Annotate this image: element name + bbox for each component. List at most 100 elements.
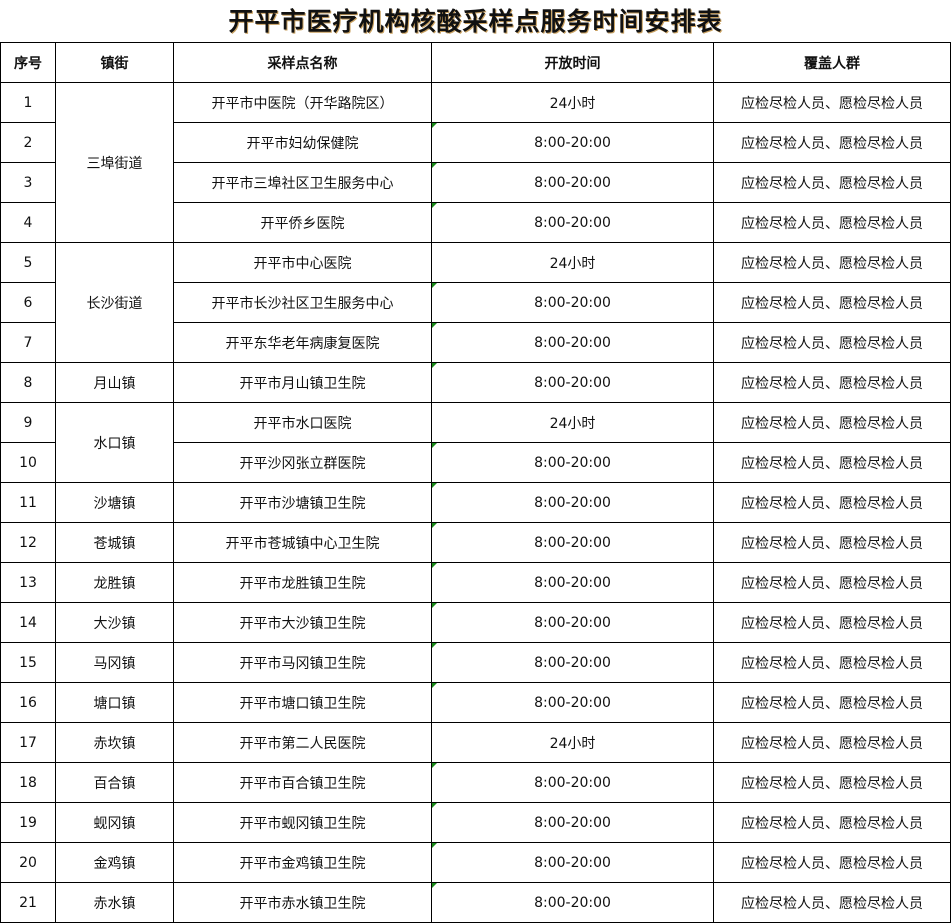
cell-no[interactable]: 1 bbox=[0, 82, 56, 123]
cell-town[interactable]: 龙胜镇 bbox=[55, 562, 174, 603]
cell-time[interactable]: 8:00-20:00 bbox=[431, 562, 714, 603]
cell-time[interactable]: 24小时 bbox=[431, 722, 714, 763]
cell-people[interactable]: 应检尽检人员、愿检尽检人员 bbox=[713, 722, 951, 763]
cell-town[interactable]: 水口镇 bbox=[55, 402, 174, 483]
cell-people[interactable]: 应检尽检人员、愿检尽检人员 bbox=[713, 602, 951, 643]
cell-time[interactable]: 8:00-20:00 bbox=[431, 642, 714, 683]
cell-time[interactable]: 24小时 bbox=[431, 82, 714, 123]
cell-site[interactable]: 开平市中医院（开华路院区） bbox=[173, 82, 432, 123]
cell-no[interactable]: 4 bbox=[0, 202, 56, 243]
cell-site[interactable]: 开平市水口医院 bbox=[173, 402, 432, 443]
cell-town[interactable]: 大沙镇 bbox=[55, 602, 174, 643]
cell-time[interactable]: 8:00-20:00 bbox=[431, 682, 714, 723]
cell-town[interactable]: 苍城镇 bbox=[55, 522, 174, 563]
cell-no[interactable]: 3 bbox=[0, 162, 56, 203]
cell-people[interactable]: 应检尽检人员、愿检尽检人员 bbox=[713, 362, 951, 403]
cell-time[interactable]: 8:00-20:00 bbox=[431, 522, 714, 563]
cell-time[interactable]: 8:00-20:00 bbox=[431, 882, 714, 923]
cell-people[interactable]: 应检尽检人员、愿检尽检人员 bbox=[713, 122, 951, 163]
cell-site[interactable]: 开平市塘口镇卫生院 bbox=[173, 682, 432, 723]
cell-site[interactable]: 开平市赤水镇卫生院 bbox=[173, 882, 432, 923]
cell-site[interactable]: 开平市长沙社区卫生服务中心 bbox=[173, 282, 432, 323]
cell-town[interactable]: 长沙街道 bbox=[55, 242, 174, 363]
cell-time[interactable]: 8:00-20:00 bbox=[431, 162, 714, 203]
cell-site[interactable]: 开平市蚬冈镇卫生院 bbox=[173, 802, 432, 843]
cell-site[interactable]: 开平市中心医院 bbox=[173, 242, 432, 283]
header-people[interactable]: 覆盖人群 bbox=[713, 42, 951, 83]
cell-site[interactable]: 开平市苍城镇中心卫生院 bbox=[173, 522, 432, 563]
cell-town[interactable]: 赤坎镇 bbox=[55, 722, 174, 763]
cell-no[interactable]: 10 bbox=[0, 442, 56, 483]
cell-time[interactable]: 8:00-20:00 bbox=[431, 602, 714, 643]
cell-people[interactable]: 应检尽检人员、愿检尽检人员 bbox=[713, 562, 951, 603]
header-time[interactable]: 开放时间 bbox=[431, 42, 714, 83]
cell-site[interactable]: 开平市百合镇卫生院 bbox=[173, 762, 432, 803]
cell-site[interactable]: 开平市金鸡镇卫生院 bbox=[173, 842, 432, 883]
cell-site[interactable]: 开平市三埠社区卫生服务中心 bbox=[173, 162, 432, 203]
cell-no[interactable]: 2 bbox=[0, 122, 56, 163]
cell-no[interactable]: 6 bbox=[0, 282, 56, 323]
cell-people[interactable]: 应检尽检人员、愿检尽检人员 bbox=[713, 802, 951, 843]
cell-time[interactable]: 8:00-20:00 bbox=[431, 802, 714, 843]
cell-no[interactable]: 14 bbox=[0, 602, 56, 643]
cell-site[interactable]: 开平市妇幼保健院 bbox=[173, 122, 432, 163]
cell-people[interactable]: 应检尽检人员、愿检尽检人员 bbox=[713, 282, 951, 323]
cell-people[interactable]: 应检尽检人员、愿检尽检人员 bbox=[713, 682, 951, 723]
cell-site[interactable]: 开平市龙胜镇卫生院 bbox=[173, 562, 432, 603]
cell-people[interactable]: 应检尽检人员、愿检尽检人员 bbox=[713, 442, 951, 483]
cell-time[interactable]: 24小时 bbox=[431, 402, 714, 443]
cell-people[interactable]: 应检尽检人员、愿检尽检人员 bbox=[713, 642, 951, 683]
cell-people[interactable]: 应检尽检人员、愿检尽检人员 bbox=[713, 842, 951, 883]
cell-town[interactable]: 蚬冈镇 bbox=[55, 802, 174, 843]
cell-town[interactable]: 赤水镇 bbox=[55, 882, 174, 923]
cell-no[interactable]: 21 bbox=[0, 882, 56, 923]
cell-people[interactable]: 应检尽检人员、愿检尽检人员 bbox=[713, 522, 951, 563]
cell-people[interactable]: 应检尽检人员、愿检尽检人员 bbox=[713, 882, 951, 923]
cell-town[interactable]: 月山镇 bbox=[55, 362, 174, 403]
cell-site[interactable]: 开平市大沙镇卫生院 bbox=[173, 602, 432, 643]
cell-no[interactable]: 8 bbox=[0, 362, 56, 403]
cell-no[interactable]: 5 bbox=[0, 242, 56, 283]
cell-no[interactable]: 13 bbox=[0, 562, 56, 603]
cell-time[interactable]: 8:00-20:00 bbox=[431, 362, 714, 403]
header-town[interactable]: 镇街 bbox=[55, 42, 174, 83]
cell-people[interactable]: 应检尽检人员、愿检尽检人员 bbox=[713, 202, 951, 243]
cell-no[interactable]: 18 bbox=[0, 762, 56, 803]
cell-no[interactable]: 9 bbox=[0, 402, 56, 443]
cell-no[interactable]: 16 bbox=[0, 682, 56, 723]
cell-time[interactable]: 8:00-20:00 bbox=[431, 482, 714, 523]
cell-town[interactable]: 三埠街道 bbox=[55, 82, 174, 243]
cell-site[interactable]: 开平市月山镇卫生院 bbox=[173, 362, 432, 403]
header-no[interactable]: 序号 bbox=[0, 42, 56, 83]
cell-people[interactable]: 应检尽检人员、愿检尽检人员 bbox=[713, 762, 951, 803]
cell-town[interactable]: 沙塘镇 bbox=[55, 482, 174, 523]
cell-people[interactable]: 应检尽检人员、愿检尽检人员 bbox=[713, 162, 951, 203]
cell-town[interactable]: 百合镇 bbox=[55, 762, 174, 803]
cell-site[interactable]: 开平市沙塘镇卫生院 bbox=[173, 482, 432, 523]
cell-time[interactable]: 24小时 bbox=[431, 242, 714, 283]
cell-time[interactable]: 8:00-20:00 bbox=[431, 122, 714, 163]
cell-town[interactable]: 塘口镇 bbox=[55, 682, 174, 723]
cell-site[interactable]: 开平市马冈镇卫生院 bbox=[173, 642, 432, 683]
cell-town[interactable]: 金鸡镇 bbox=[55, 842, 174, 883]
cell-time[interactable]: 8:00-20:00 bbox=[431, 202, 714, 243]
cell-site[interactable]: 开平东华老年病康复医院 bbox=[173, 322, 432, 363]
cell-people[interactable]: 应检尽检人员、愿检尽检人员 bbox=[713, 402, 951, 443]
cell-no[interactable]: 12 bbox=[0, 522, 56, 563]
cell-no[interactable]: 17 bbox=[0, 722, 56, 763]
cell-time[interactable]: 8:00-20:00 bbox=[431, 322, 714, 363]
cell-no[interactable]: 19 bbox=[0, 802, 56, 843]
cell-no[interactable]: 7 bbox=[0, 322, 56, 363]
cell-people[interactable]: 应检尽检人员、愿检尽检人员 bbox=[713, 82, 951, 123]
cell-people[interactable]: 应检尽检人员、愿检尽检人员 bbox=[713, 242, 951, 283]
cell-site[interactable]: 开平市第二人民医院 bbox=[173, 722, 432, 763]
cell-town[interactable]: 马冈镇 bbox=[55, 642, 174, 683]
cell-time[interactable]: 8:00-20:00 bbox=[431, 282, 714, 323]
cell-site[interactable]: 开平沙冈张立群医院 bbox=[173, 442, 432, 483]
cell-time[interactable]: 8:00-20:00 bbox=[431, 442, 714, 483]
cell-people[interactable]: 应检尽检人员、愿检尽检人员 bbox=[713, 322, 951, 363]
cell-people[interactable]: 应检尽检人员、愿检尽检人员 bbox=[713, 482, 951, 523]
cell-time[interactable]: 8:00-20:00 bbox=[431, 842, 714, 883]
cell-no[interactable]: 20 bbox=[0, 842, 56, 883]
cell-no[interactable]: 11 bbox=[0, 482, 56, 523]
